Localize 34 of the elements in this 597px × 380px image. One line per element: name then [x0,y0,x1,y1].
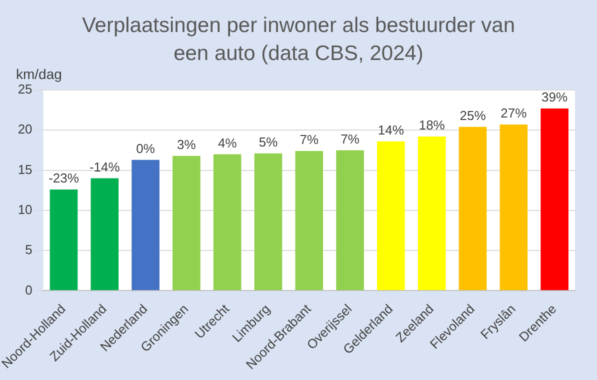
annotation: 7% [300,132,319,148]
bar [540,108,568,290]
y-tick-label: 20 [18,122,32,137]
y-axis-title: km/dag [16,66,62,82]
annotation: 5% [258,134,278,150]
bar [418,136,446,290]
bar [90,178,119,290]
bar [213,154,242,290]
annotation: 0% [136,140,156,156]
annotation: 7% [340,131,360,146]
y-tick-label: 15 [18,162,32,177]
annotation: 14% [378,122,404,138]
bar [132,160,160,290]
annotation: 39% [542,90,568,105]
bar [50,190,78,290]
annotation: -14% [89,159,120,174]
y-tick-label: 5 [25,242,32,258]
bar [500,124,528,290]
y-tick-label: 10 [18,202,32,217]
annotation: -23% [48,170,80,186]
bar [254,153,282,290]
y-tick-label: 25 [18,82,32,97]
bar [458,126,487,290]
annotation: 27% [500,106,528,121]
chart-title: Verplaatsingen per inwoner als bestuurder van een auto (data CBS, 2024) [80,13,516,67]
annotation: 25% [460,108,486,123]
bar [336,150,364,290]
bar [377,141,405,290]
annotation: 4% [218,135,238,150]
bar [295,151,324,290]
annotation: 18% [418,118,446,133]
bar [172,156,200,290]
y-tick-label: 0 [25,282,32,298]
annotation: 3% [177,136,196,152]
